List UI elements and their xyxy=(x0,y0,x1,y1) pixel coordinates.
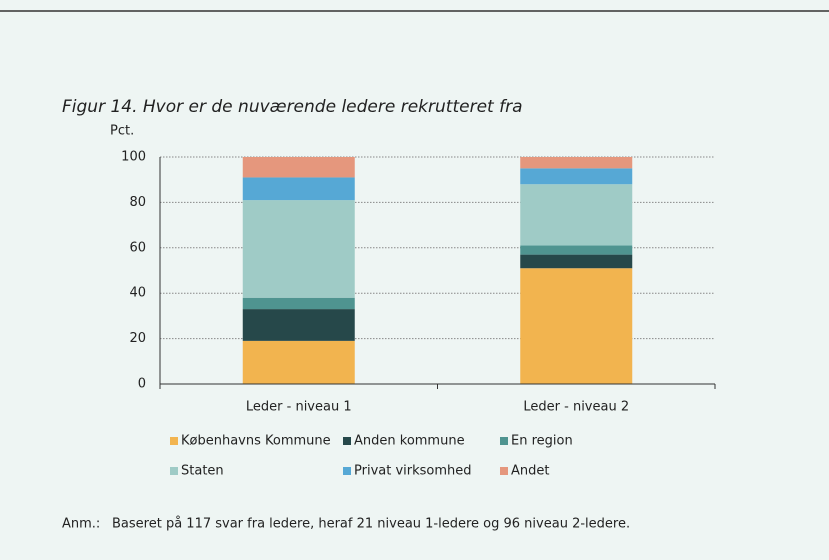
y-tick-label: 60 xyxy=(129,240,146,255)
legend-label: Staten xyxy=(181,464,224,479)
legend-swatch xyxy=(500,437,508,445)
bar-segment xyxy=(520,245,633,255)
legend-swatch xyxy=(500,467,508,475)
y-tick-label: 100 xyxy=(121,150,146,165)
bar-segment xyxy=(242,309,355,341)
legend-label: Anden kommune xyxy=(354,434,465,449)
x-tick-label: Leder - niveau 2 xyxy=(523,400,629,415)
y-axis-label: Pct. xyxy=(110,124,134,139)
bar-segment xyxy=(242,157,355,178)
bar-segment xyxy=(520,168,633,185)
bar-segment xyxy=(520,184,633,246)
note: Baseret på 117 svar fra ledere, heraf 21… xyxy=(112,517,630,532)
legend-swatch xyxy=(343,467,351,475)
legend-label: Københavns Kommune xyxy=(181,434,331,449)
y-tick-label: 40 xyxy=(129,286,146,301)
y-tick-label: 20 xyxy=(129,331,146,346)
bar-segment xyxy=(520,254,633,269)
legend-swatch xyxy=(343,437,351,445)
legend-swatch xyxy=(170,467,178,475)
y-tick-label: 80 xyxy=(129,195,146,210)
chart-title: Figur 14. Hvor er de nuværende ledere re… xyxy=(62,97,523,117)
legend-label: En region xyxy=(511,434,573,449)
note-label: Anm.: xyxy=(62,517,100,532)
legend-swatch xyxy=(170,437,178,445)
legend-label: Andet xyxy=(511,464,549,479)
bar-segment xyxy=(520,157,633,169)
x-tick-label: Leder - niveau 1 xyxy=(246,400,352,415)
bar-segment xyxy=(242,177,355,201)
legend-label: Privat virksomhed xyxy=(354,464,472,479)
y-tick-label: 0 xyxy=(138,377,146,392)
bar-segment xyxy=(242,340,355,384)
bar-segment xyxy=(242,200,355,298)
bar-segment xyxy=(242,297,355,310)
bar-segment xyxy=(520,268,633,384)
